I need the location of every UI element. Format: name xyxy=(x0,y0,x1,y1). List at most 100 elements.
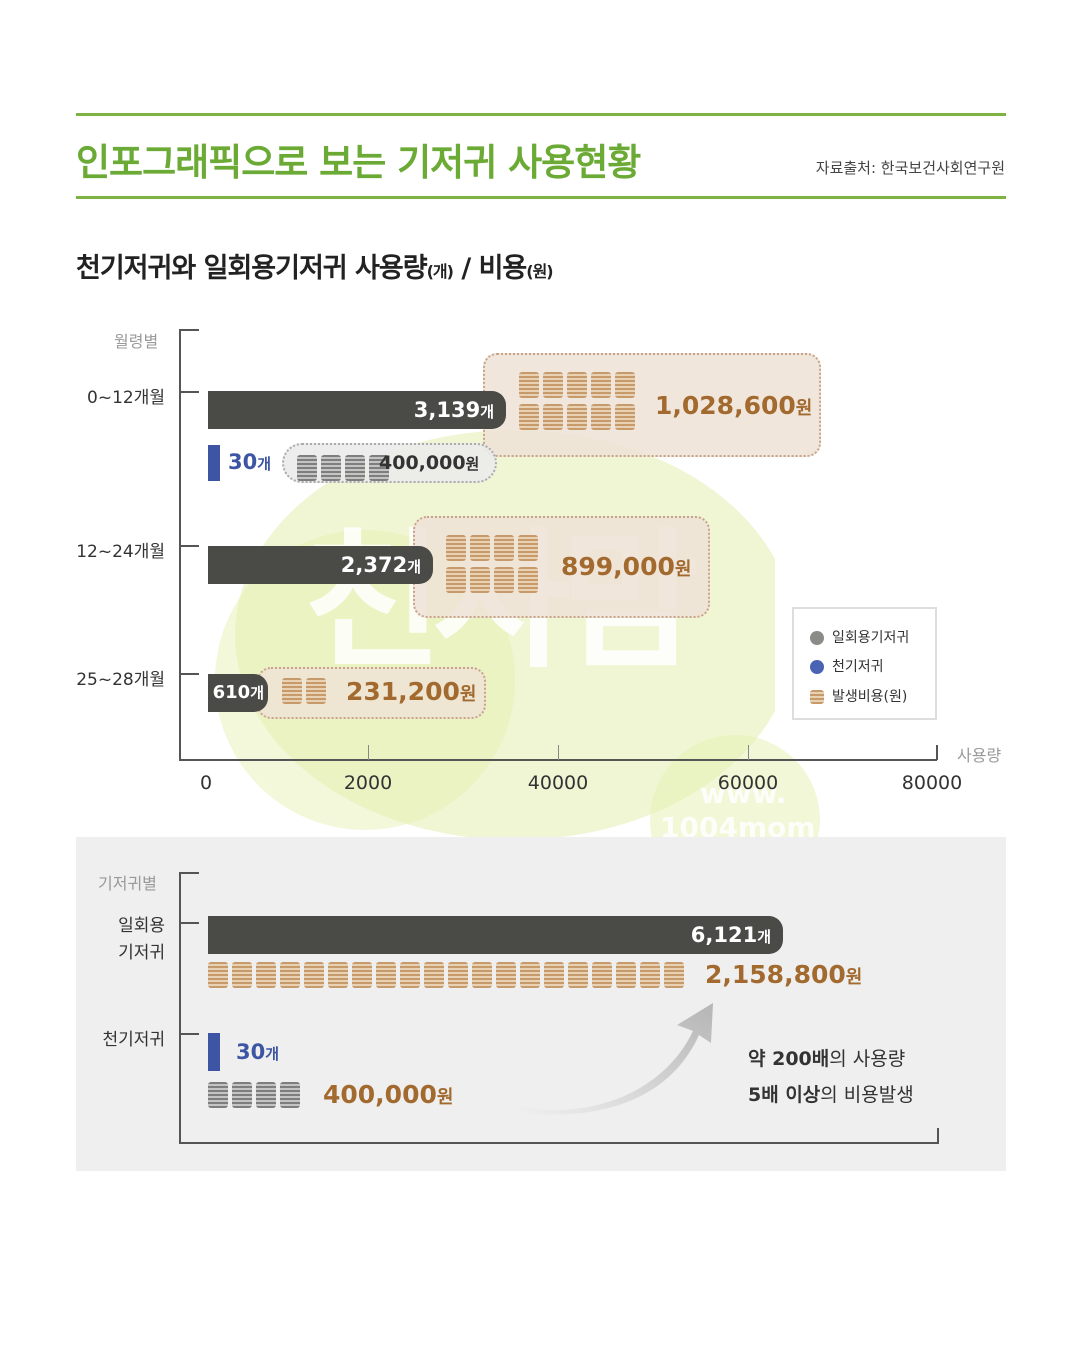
cost-value-label: 400,000 xyxy=(379,452,466,474)
page-title: 인포그래픽으로 보는 기저귀 사용현황 xyxy=(76,141,641,184)
cost-value-cloth-0-12: 400,000원 xyxy=(379,452,479,474)
legend-label: 천기저귀 xyxy=(832,659,884,675)
coin-stack-group xyxy=(297,455,389,481)
coin-stack-icon xyxy=(376,962,396,988)
coin-stack-icon xyxy=(591,372,611,398)
cost-value-label: 400,000 xyxy=(323,1080,437,1109)
coin-stack-icon xyxy=(494,535,514,561)
coin-stack-group xyxy=(208,1082,300,1108)
coin-stack-icon xyxy=(400,962,420,988)
cost-value-disposable-0-12: 1,028,600원 xyxy=(655,391,812,420)
cost-unit-label: 원 xyxy=(845,967,863,988)
y-axis-top-tick-2 xyxy=(179,872,199,874)
cost-value-cloth-total: 400,000원 xyxy=(323,1080,453,1109)
x-tick-label: 80000 xyxy=(901,772,963,794)
section-title-unit-count: (개) xyxy=(426,262,454,281)
section-title: 천기저귀와 일회용기저귀 사용량(개) / 비용(원) xyxy=(76,246,554,285)
cost-value-label: 899,000 xyxy=(561,552,675,581)
y-axis-caption-2: 기저귀별 xyxy=(98,874,157,893)
category-label: 0~12개월 xyxy=(87,388,165,408)
coin-stack-icon xyxy=(232,962,252,988)
bar-cloth-0-12 xyxy=(208,445,220,481)
bar-disposable-12-24: 2,372개 xyxy=(208,546,433,584)
coin-stack-icon xyxy=(424,962,444,988)
bar-value-label: 2,372 xyxy=(340,553,408,577)
bar-value-label: 30 xyxy=(228,450,258,474)
coin-stack-icon xyxy=(520,962,540,988)
category-label: 25~28개월 xyxy=(76,670,165,690)
x-tick-label: 60000 xyxy=(717,772,779,794)
legend-item-cost: 발생비용(원) xyxy=(810,686,907,706)
section-title-sep: / 비용 xyxy=(452,253,527,284)
x-axis-end-tick-2 xyxy=(937,1128,939,1143)
coin-stack-icon xyxy=(297,455,317,481)
y-tick-mark xyxy=(179,673,199,675)
legend-dot-icon xyxy=(810,660,824,674)
coin-stack-group xyxy=(446,535,538,593)
legend-item-cloth: 천기저귀 xyxy=(810,656,884,676)
coin-stack-icon xyxy=(519,404,539,430)
coin-stack-icon xyxy=(592,962,612,988)
bar-value-label: 6,121 xyxy=(690,923,758,947)
category-label-line: 일회용 xyxy=(118,916,165,936)
coin-stack-icon xyxy=(232,1082,252,1108)
x-tick-label: 2000 xyxy=(343,772,393,794)
coin-stack-icon xyxy=(446,535,466,561)
header-top-rule xyxy=(76,113,1006,116)
note-text: 의 사용량 xyxy=(829,1048,906,1070)
coin-stack-icon xyxy=(496,962,516,988)
coin-stack-icon xyxy=(345,455,365,481)
coin-stack-icon xyxy=(591,404,611,430)
comparison-panel xyxy=(76,837,1006,1171)
coin-stack-icon xyxy=(518,535,538,561)
cost-value-label: 2,158,800 xyxy=(705,960,846,989)
cost-unit-label: 원 xyxy=(465,455,480,473)
bar-cloth-total xyxy=(208,1033,220,1071)
coin-stack-icon xyxy=(321,455,341,481)
y-tick-mark xyxy=(179,922,199,924)
coin-stack-icon xyxy=(328,962,348,988)
cost-value-disposable-25-28: 231,200원 xyxy=(346,677,476,706)
note-bold: 5배 이상 xyxy=(748,1084,821,1106)
legend-label: 일회용기저귀 xyxy=(832,630,910,646)
watermark-site: www. 1004mom. net xyxy=(650,735,826,905)
coin-stack-icon xyxy=(567,404,587,430)
x-axis-line-2 xyxy=(179,1142,939,1144)
coin-stack-icon xyxy=(519,372,539,398)
note-bold: 약 200배 xyxy=(748,1048,830,1070)
comparison-note-2: 5배 이상의 비용발생 xyxy=(748,1080,914,1107)
note-text: 의 비용발생 xyxy=(820,1084,914,1106)
coin-stack-icon xyxy=(256,962,276,988)
coin-stack-icon xyxy=(664,962,684,988)
y-axis-line-2 xyxy=(179,872,181,1144)
cost-value-label: 1,028,600 xyxy=(655,391,796,420)
bar-unit-label: 개 xyxy=(480,403,494,421)
coin-stack-group xyxy=(519,372,635,430)
bar-value-label: 3,139 xyxy=(413,398,481,422)
bar-value-label: 30 xyxy=(236,1040,266,1064)
coin-stack-group xyxy=(208,962,684,988)
bar-unit-label: 개 xyxy=(257,455,272,473)
bar-unit-label: 개 xyxy=(757,928,771,946)
x-tick-mark xyxy=(368,745,369,760)
category-label-disposable: 일회용 기저귀 xyxy=(15,913,165,967)
coin-stack-icon xyxy=(280,962,300,988)
x-tick-mark xyxy=(748,745,749,760)
coin-stack-group xyxy=(282,678,326,704)
coin-stack-icon xyxy=(640,962,660,988)
coin-stack-icon xyxy=(470,535,490,561)
x-tick-mark xyxy=(558,745,559,760)
coin-stack-icon xyxy=(472,962,492,988)
cost-box-cloth-0-12 xyxy=(282,443,497,483)
growth-arrow-icon xyxy=(520,1003,713,1115)
legend-item-disposable: 일회용기저귀 xyxy=(810,627,909,647)
y-tick-mark xyxy=(179,1033,199,1035)
cost-unit-label: 원 xyxy=(459,684,477,705)
coin-stack-icon xyxy=(615,372,635,398)
coin-stack-icon xyxy=(567,372,587,398)
coin-stack-icon xyxy=(470,567,490,593)
coin-stack-icon xyxy=(543,404,563,430)
bar-disposable-25-28: 610개 xyxy=(208,674,268,712)
x-axis-caption: 사용량 xyxy=(957,746,1002,765)
y-axis-top-tick xyxy=(179,329,199,331)
